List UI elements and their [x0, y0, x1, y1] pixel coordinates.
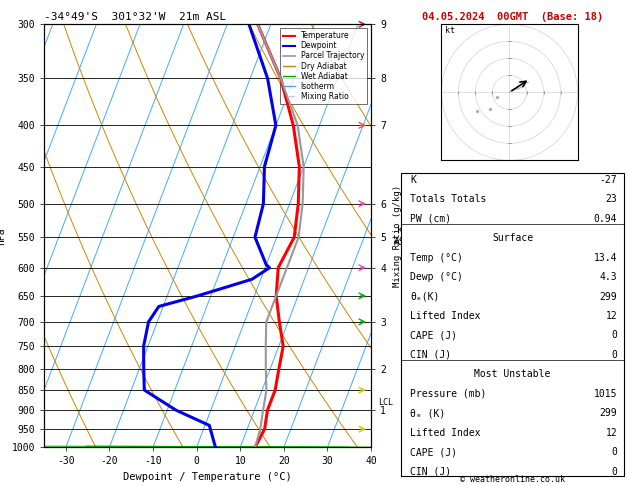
Text: 23: 23 — [606, 194, 617, 205]
Text: 12: 12 — [606, 311, 617, 321]
Text: CIN (J): CIN (J) — [410, 350, 452, 360]
Text: Mixing Ratio (g/kg): Mixing Ratio (g/kg) — [392, 185, 402, 287]
Text: LCL: LCL — [377, 398, 392, 407]
Text: CAPE (J): CAPE (J) — [410, 330, 457, 341]
Text: PW (cm): PW (cm) — [410, 214, 452, 224]
Text: K: K — [410, 175, 416, 185]
Text: Surface: Surface — [492, 233, 533, 243]
Text: Temp (°C): Temp (°C) — [410, 253, 463, 263]
Text: 4.3: 4.3 — [599, 272, 617, 282]
Text: CIN (J): CIN (J) — [410, 467, 452, 477]
Text: Totals Totals: Totals Totals — [410, 194, 487, 205]
Text: Lifted Index: Lifted Index — [410, 311, 481, 321]
Text: θₑ (K): θₑ (K) — [410, 408, 445, 418]
Text: 299: 299 — [599, 292, 617, 302]
Text: 12: 12 — [606, 428, 617, 438]
Text: Lifted Index: Lifted Index — [410, 428, 481, 438]
Text: 04.05.2024  00GMT  (Base: 18): 04.05.2024 00GMT (Base: 18) — [422, 12, 603, 22]
Text: kt: kt — [445, 26, 455, 35]
Text: 299: 299 — [599, 408, 617, 418]
Text: © weatheronline.co.uk: © weatheronline.co.uk — [460, 474, 565, 484]
Text: θₑ(K): θₑ(K) — [410, 292, 440, 302]
Text: 0: 0 — [611, 447, 617, 457]
Text: 1015: 1015 — [594, 389, 617, 399]
Text: Pressure (mb): Pressure (mb) — [410, 389, 487, 399]
Legend: Temperature, Dewpoint, Parcel Trajectory, Dry Adiabat, Wet Adiabat, Isotherm, Mi: Temperature, Dewpoint, Parcel Trajectory… — [280, 28, 367, 104]
Y-axis label: km
ASL: km ASL — [394, 225, 411, 246]
Text: 0: 0 — [611, 350, 617, 360]
Text: 13.4: 13.4 — [594, 253, 617, 263]
X-axis label: Dewpoint / Temperature (°C): Dewpoint / Temperature (°C) — [123, 472, 292, 482]
Text: -27: -27 — [599, 175, 617, 185]
Text: Dewp (°C): Dewp (°C) — [410, 272, 463, 282]
Text: 0: 0 — [611, 330, 617, 341]
Text: Most Unstable: Most Unstable — [474, 369, 551, 380]
Bar — [401, 173, 625, 476]
Text: CAPE (J): CAPE (J) — [410, 447, 457, 457]
Text: 0: 0 — [611, 467, 617, 477]
Text: 0.94: 0.94 — [594, 214, 617, 224]
Text: -34°49'S  301°32'W  21m ASL: -34°49'S 301°32'W 21m ASL — [44, 12, 226, 22]
Y-axis label: hPa: hPa — [0, 227, 6, 244]
